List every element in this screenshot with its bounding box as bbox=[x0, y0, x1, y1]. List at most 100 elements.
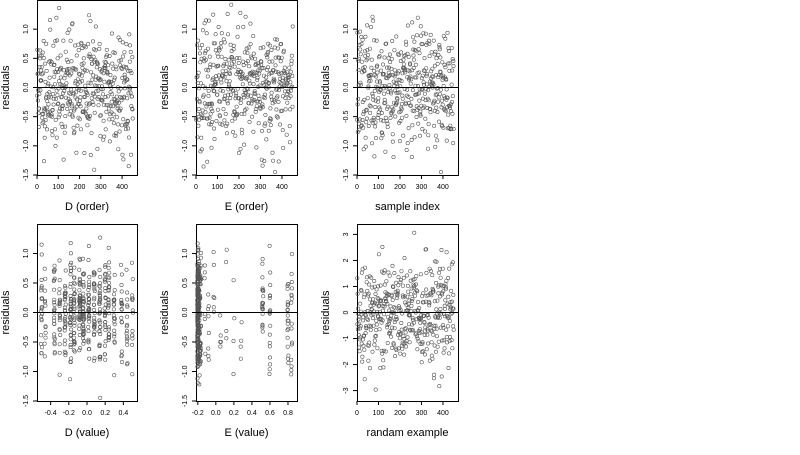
data-point bbox=[198, 277, 203, 282]
data-point bbox=[51, 43, 56, 48]
data-point bbox=[234, 93, 239, 98]
data-point bbox=[92, 270, 97, 275]
data-point bbox=[80, 306, 85, 311]
data-point bbox=[68, 241, 73, 246]
data-point bbox=[112, 319, 117, 324]
data-point bbox=[53, 117, 58, 122]
data-point bbox=[129, 152, 134, 157]
data-point bbox=[49, 129, 54, 134]
data-point bbox=[405, 308, 410, 313]
data-point bbox=[198, 353, 203, 358]
data-point bbox=[110, 61, 115, 66]
data-point bbox=[124, 77, 129, 82]
data-point bbox=[356, 321, 361, 326]
data-point bbox=[51, 102, 56, 107]
data-point bbox=[285, 318, 290, 323]
data-point bbox=[130, 107, 135, 112]
data-point bbox=[43, 79, 48, 84]
data-point bbox=[86, 292, 91, 297]
data-point bbox=[85, 92, 90, 97]
data-point bbox=[119, 58, 124, 63]
data-point bbox=[49, 112, 54, 117]
data-point bbox=[370, 316, 375, 321]
data-point bbox=[94, 89, 99, 94]
data-point bbox=[285, 344, 290, 349]
data-point bbox=[212, 295, 217, 300]
data-point bbox=[424, 270, 429, 275]
data-point bbox=[35, 47, 40, 52]
data-point bbox=[199, 135, 204, 140]
data-point bbox=[233, 133, 238, 138]
data-point bbox=[103, 320, 108, 325]
data-point bbox=[390, 297, 395, 302]
data-point bbox=[435, 298, 440, 303]
data-point bbox=[368, 324, 373, 329]
data-point bbox=[97, 283, 102, 288]
data-point bbox=[286, 353, 291, 358]
data-point bbox=[87, 356, 92, 361]
data-point bbox=[260, 275, 265, 280]
data-point bbox=[103, 278, 108, 283]
data-point bbox=[40, 115, 45, 120]
data-point bbox=[433, 144, 438, 149]
data-point bbox=[101, 92, 106, 97]
data-point bbox=[411, 35, 416, 40]
data-point bbox=[102, 352, 107, 357]
data-point bbox=[389, 292, 394, 297]
data-point bbox=[253, 109, 258, 114]
data-point bbox=[87, 13, 92, 18]
data-point bbox=[267, 59, 272, 64]
data-point bbox=[112, 322, 117, 327]
data-point bbox=[439, 248, 444, 253]
data-point bbox=[38, 78, 43, 83]
data-point bbox=[67, 27, 72, 32]
data-point bbox=[374, 328, 379, 333]
data-point bbox=[103, 295, 108, 300]
data-point bbox=[261, 301, 266, 306]
data-point bbox=[373, 136, 378, 141]
data-point bbox=[280, 75, 285, 80]
data-point bbox=[119, 349, 124, 354]
data-point bbox=[209, 102, 214, 107]
data-point bbox=[103, 263, 108, 268]
data-point bbox=[246, 92, 251, 97]
data-point bbox=[87, 314, 92, 319]
data-point bbox=[446, 112, 451, 117]
data-point bbox=[130, 116, 135, 121]
data-point bbox=[39, 288, 44, 293]
data-point bbox=[198, 282, 203, 287]
data-point bbox=[414, 33, 419, 38]
data-point bbox=[247, 78, 252, 83]
data-point bbox=[72, 281, 77, 286]
data-point bbox=[398, 307, 403, 312]
data-point bbox=[86, 287, 91, 292]
data-point bbox=[198, 359, 203, 364]
data-point bbox=[234, 104, 239, 109]
data-point bbox=[52, 74, 57, 79]
data-point bbox=[197, 301, 202, 306]
data-point bbox=[406, 126, 411, 131]
data-point bbox=[38, 88, 43, 93]
data-point bbox=[286, 302, 291, 307]
data-point bbox=[198, 60, 203, 65]
data-point bbox=[259, 59, 264, 64]
data-point bbox=[268, 323, 273, 328]
data-point bbox=[72, 287, 77, 292]
data-point bbox=[358, 301, 363, 306]
data-point bbox=[42, 135, 47, 140]
data-point bbox=[120, 359, 125, 364]
data-point bbox=[395, 293, 400, 298]
data-point bbox=[388, 334, 393, 339]
data-point bbox=[106, 305, 111, 310]
data-point bbox=[424, 66, 429, 71]
data-point bbox=[264, 137, 269, 142]
data-point bbox=[122, 50, 127, 55]
data-point bbox=[97, 311, 102, 316]
data-point bbox=[441, 125, 446, 130]
data-point bbox=[36, 88, 41, 93]
data-point bbox=[216, 63, 221, 68]
data-point bbox=[380, 318, 385, 323]
y-tick-label: 1.0 bbox=[23, 249, 30, 259]
data-point bbox=[411, 66, 416, 71]
data-point bbox=[129, 71, 134, 76]
